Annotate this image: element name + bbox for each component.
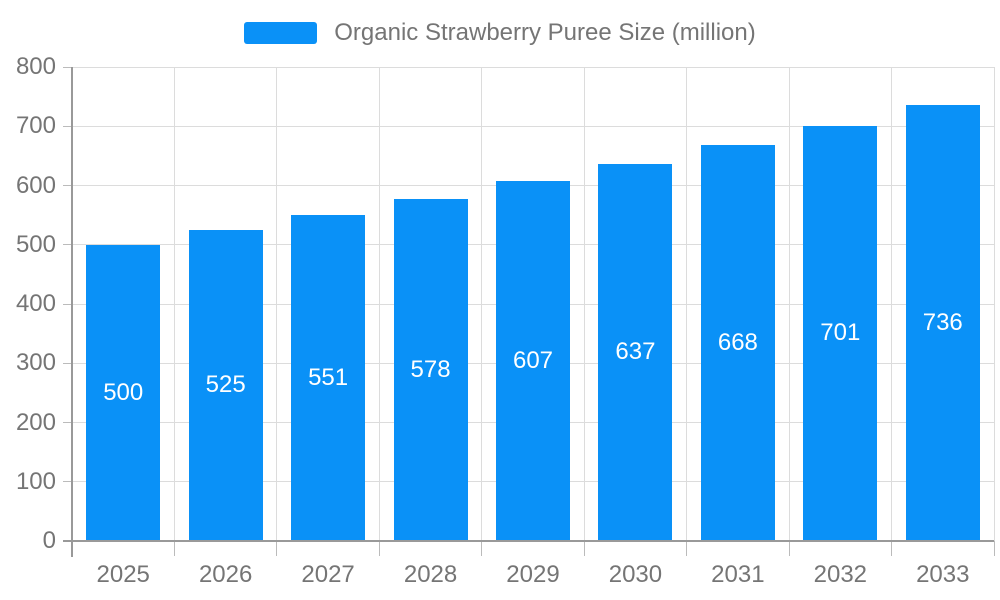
x-tick-label: 2025 — [96, 561, 150, 588]
legend-label: Organic Strawberry Puree Size (million) — [334, 19, 756, 46]
y-tick-mark — [63, 422, 72, 423]
x-tick-mark — [993, 541, 995, 556]
bar-value-label: 525 — [205, 371, 246, 399]
x-tick-label: 2026 — [198, 561, 253, 588]
y-tick-mark — [63, 303, 72, 305]
x-tick-label: 2028 — [403, 561, 458, 588]
bar[interactable] — [496, 181, 570, 541]
y-tick-mark — [63, 244, 72, 246]
bar[interactable] — [291, 214, 366, 541]
legend-swatch-icon — [244, 22, 318, 44]
bar-value-label: 736 — [922, 308, 963, 336]
gridline-v — [173, 67, 175, 541]
y-axis-line — [71, 67, 73, 557]
y-tick-label: 100 — [15, 467, 56, 495]
x-tick-label: 2030 — [608, 561, 663, 588]
y-tick-mark — [63, 66, 72, 68]
gridline-v — [481, 67, 483, 541]
x-tick-mark — [686, 541, 688, 556]
y-tick-label: 200 — [15, 408, 56, 436]
gridline-v — [993, 67, 995, 541]
y-tick-label: 0 — [42, 527, 56, 554]
y-tick-label: 400 — [15, 290, 56, 317]
x-tick-label: 2027 — [301, 561, 355, 588]
bar-value-label: 668 — [717, 329, 758, 357]
y-tick-mark — [63, 185, 72, 186]
y-tick-label: 700 — [15, 112, 56, 140]
gridline-v — [788, 67, 790, 541]
y-tick-label: 600 — [15, 171, 56, 199]
x-tick-mark — [788, 541, 790, 556]
x-tick-mark — [891, 541, 893, 556]
x-tick-label: 2029 — [506, 561, 560, 588]
bar[interactable] — [86, 244, 161, 541]
gridline-v — [583, 67, 585, 541]
gridline-v — [378, 67, 380, 541]
x-tick-mark — [276, 541, 278, 556]
x-axis-line — [63, 540, 994, 542]
bar[interactable] — [393, 198, 468, 541]
gridline-h — [72, 66, 994, 68]
gridline-v — [686, 67, 688, 541]
bar-value-label: 701 — [820, 319, 861, 347]
x-tick-mark — [481, 541, 483, 556]
y-tick-label: 300 — [15, 349, 56, 377]
y-tick-mark — [63, 125, 72, 127]
bar[interactable] — [905, 104, 980, 541]
y-tick-label: 500 — [15, 230, 56, 258]
bar-value-label: 607 — [512, 347, 554, 375]
bar-value-label: 637 — [615, 338, 656, 366]
bar[interactable] — [803, 125, 878, 541]
x-tick-label: 2032 — [813, 561, 868, 588]
bar-value-label: 551 — [308, 363, 349, 391]
x-tick-label: 2031 — [711, 561, 765, 588]
bar-value-label: 500 — [103, 378, 144, 406]
gridline-v — [891, 67, 893, 541]
bar[interactable] — [188, 229, 263, 541]
x-tick-mark — [173, 541, 175, 556]
x-tick-mark — [583, 541, 585, 556]
gridline-v — [276, 67, 278, 541]
gridline-h — [72, 125, 994, 127]
y-tick-mark — [63, 362, 72, 364]
x-tick-label: 2033 — [916, 561, 970, 588]
y-tick-mark — [63, 481, 72, 483]
bar[interactable] — [700, 145, 775, 541]
x-tick-mark — [378, 541, 380, 556]
bar-value-label: 578 — [410, 355, 451, 383]
y-tick-label: 800 — [15, 53, 56, 80]
legend[interactable]: Organic Strawberry Puree Size (million) — [0, 18, 1000, 48]
bar[interactable] — [598, 163, 673, 541]
